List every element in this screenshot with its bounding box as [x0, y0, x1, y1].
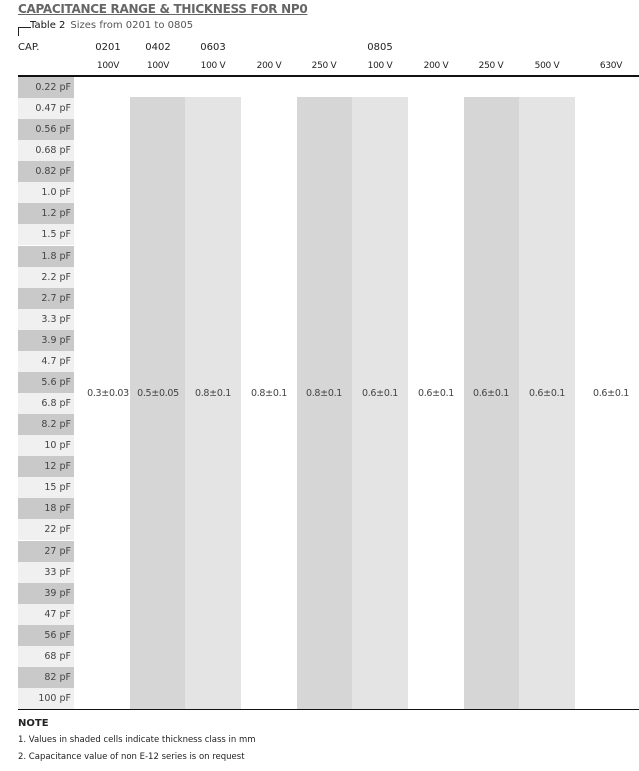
- thickness-value: 0.6±0.1: [472, 388, 510, 399]
- voltage-header: 500 V: [534, 61, 560, 71]
- shaded-column: [185, 97, 241, 709]
- cap-row-label: 100 pF: [18, 688, 74, 710]
- thickness-value: 0.8±0.1: [305, 388, 343, 399]
- cap-row-label: 5.6 pF: [18, 371, 74, 393]
- size-header: 0402: [145, 42, 171, 53]
- cap-header: CAP.: [18, 42, 40, 53]
- cap-row-label: 0.68 pF: [18, 140, 74, 162]
- size-header: 0805: [367, 42, 393, 53]
- cap-row-label: 1.2 pF: [18, 203, 74, 225]
- table-caption-text: Sizes from 0201 to 0805: [70, 20, 194, 31]
- thickness-value: 0.8±0.1: [250, 388, 288, 399]
- cap-row-label: 10 pF: [18, 435, 74, 457]
- cap-row-label: 0.22 pF: [18, 77, 74, 98]
- table-label: Table 2: [30, 20, 66, 31]
- shaded-column: [464, 97, 519, 709]
- cap-row-label: 3.3 pF: [18, 308, 74, 330]
- cap-row-label: 6.8 pF: [18, 393, 74, 415]
- cap-row-label: 82 pF: [18, 666, 74, 688]
- voltage-header: 100V: [96, 61, 120, 71]
- cap-row-label: 18 pF: [18, 498, 74, 520]
- cap-row-label: 3.9 pF: [18, 329, 74, 351]
- voltage-header: 200 V: [423, 61, 449, 71]
- shaded-column: [130, 97, 185, 709]
- shaded-column: [352, 97, 408, 709]
- cap-row-label: 33 pF: [18, 561, 74, 583]
- note-item: 1. Values in shaded cells indicate thick…: [18, 735, 256, 745]
- voltage-header: 200 V: [256, 61, 282, 71]
- cap-row-label: 1.8 pF: [18, 245, 74, 267]
- bottom-rule: [18, 709, 639, 710]
- cap-row-label: 68 pF: [18, 645, 74, 667]
- voltage-header: 630V: [599, 61, 623, 71]
- voltage-header: 100 V: [200, 61, 226, 71]
- cap-row-label: 39 pF: [18, 582, 74, 604]
- cap-row-label: 1.0 pF: [18, 182, 74, 204]
- size-header: 0603: [200, 42, 226, 53]
- cap-row-label: 27 pF: [18, 540, 74, 562]
- cap-row-label: 2.7 pF: [18, 287, 74, 309]
- page-title: CAPACITANCE RANGE & THICKNESS FOR NP0: [18, 2, 308, 16]
- cap-row-label: 22 pF: [18, 519, 74, 541]
- cap-row-label: 0.82 pF: [18, 161, 74, 183]
- note-item: 2. Capacitance value of non E-12 series …: [18, 752, 245, 762]
- table-bracket: [18, 27, 31, 36]
- note-heading: NOTE: [18, 718, 49, 729]
- table-caption: Table 2 Sizes from 0201 to 0805: [30, 20, 193, 31]
- voltage-header: 250 V: [478, 61, 504, 71]
- cap-row-label: 15 pF: [18, 477, 74, 499]
- thickness-value: 0.3±0.03: [87, 388, 129, 399]
- voltage-header: 250 V: [311, 61, 337, 71]
- shaded-column: [297, 97, 352, 709]
- cap-row-label: 1.5 pF: [18, 224, 74, 246]
- header-rule: [18, 75, 639, 77]
- thickness-value: 0.6±0.1: [528, 388, 566, 399]
- thickness-value: 0.6±0.1: [361, 388, 399, 399]
- cap-row-label: 56 pF: [18, 624, 74, 646]
- thickness-value: 0.6±0.1: [592, 388, 630, 399]
- cap-row-label: 47 pF: [18, 603, 74, 625]
- cap-row-label: 12 pF: [18, 456, 74, 478]
- voltage-header: 100V: [146, 61, 170, 71]
- cap-row-label: 8.2 pF: [18, 414, 74, 436]
- thickness-value: 0.8±0.1: [194, 388, 232, 399]
- voltage-header: 100 V: [367, 61, 393, 71]
- cap-row-label: 0.47 pF: [18, 98, 74, 120]
- thickness-value: 0.5±0.05: [137, 388, 179, 399]
- cap-row-label: 0.56 pF: [18, 119, 74, 141]
- shaded-column: [519, 97, 575, 709]
- cap-row-label: 2.2 pF: [18, 266, 74, 288]
- cap-row-label: 4.7 pF: [18, 350, 74, 372]
- thickness-value: 0.6±0.1: [417, 388, 455, 399]
- size-header: 0201: [95, 42, 121, 53]
